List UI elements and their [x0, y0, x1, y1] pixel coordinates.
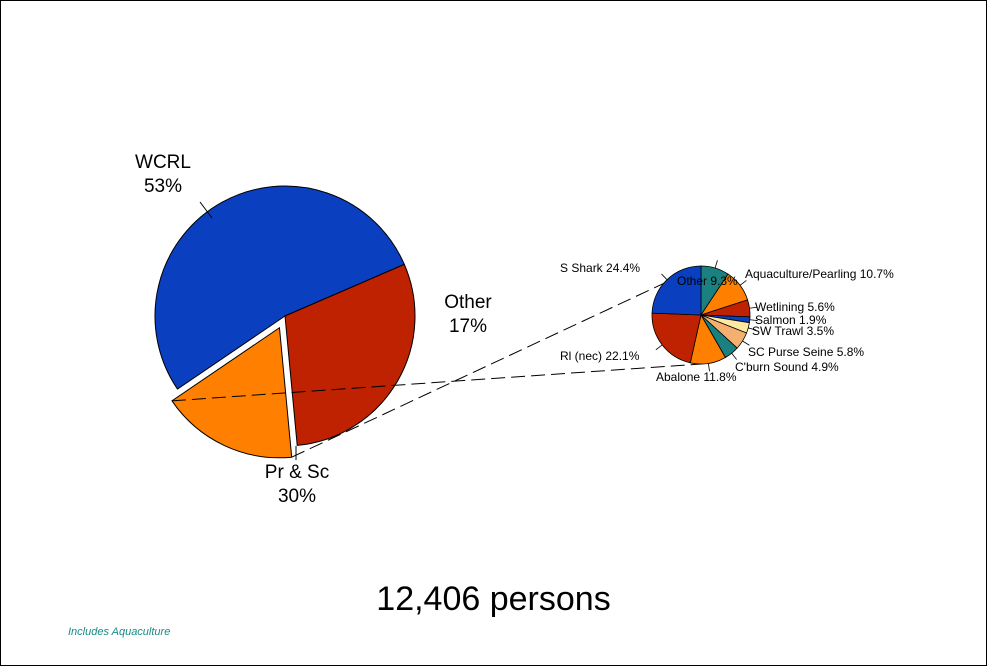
breakdown-label-tick-salmon [749, 319, 758, 321]
main-slice-value-other: 17% [449, 316, 487, 337]
breakdown-slice-label-c-burn-sound: C'burn Sound 4.9% [735, 360, 839, 374]
main-slice-value-pr-sc: 30% [278, 486, 316, 507]
main-slice-pr-sc [284, 263, 416, 446]
breakdown-slice-label-aquaculture-pearling: Aquaculture/Pearling 10.7% [745, 267, 894, 281]
main-slice-label-wcrl: WCRL [135, 152, 191, 173]
breakdown-label-tick-abalone [707, 363, 710, 372]
breakdown-slice-label-other: Other 9.3% [677, 274, 738, 288]
breakdown-slice-label-salmon: Salmon 1.9% [755, 313, 827, 327]
main-slice-label-other: Other [444, 292, 492, 313]
breakdown-label-tick-other [714, 260, 718, 269]
main-slice-label-pr-sc: Pr & Sc [265, 462, 329, 483]
main-slice-wcrl [154, 185, 405, 390]
connector-line-bottom [171, 363, 702, 402]
main-label-tick-wcrl [199, 201, 213, 219]
breakdown-slice-label-rl-nec: Rl (nec) 22.1% [560, 349, 640, 363]
breakdown-label-tick-sc-purse-seine [742, 340, 750, 346]
breakdown-label-tick-sw-trawl [748, 327, 757, 331]
breakdown-label-tick-rl-nec [655, 344, 663, 351]
breakdown-label-tick-s-shark [661, 273, 668, 280]
breakdown-label-tick-c-burn-sound [731, 352, 737, 360]
breakdown-label-tick-wetlining [749, 306, 758, 309]
connector-line-top [291, 265, 702, 458]
breakdown-slice-s-shark [651, 265, 702, 316]
main-slice-other [171, 326, 293, 459]
breakdown-label-tick-aquaculture-pearling [739, 280, 747, 286]
total-persons-label: 12,406 persons [376, 580, 611, 618]
footnote: Includes Aquaculture [68, 626, 171, 638]
breakdown-slice-label-sw-trawl: SW Trawl 3.5% [752, 324, 834, 338]
breakdown-slice-label-abalone: Abalone 11.8% [656, 370, 737, 384]
breakdown-slice-label-sc-purse-seine: SC Purse Seine 5.8% [748, 345, 864, 359]
main-slice-value-wcrl: 53% [144, 176, 182, 197]
breakdown-slice-label-wetlining: Wetlining 5.6% [755, 300, 835, 314]
breakdown-slice-label-s-shark: S Shark 24.4% [560, 261, 640, 275]
